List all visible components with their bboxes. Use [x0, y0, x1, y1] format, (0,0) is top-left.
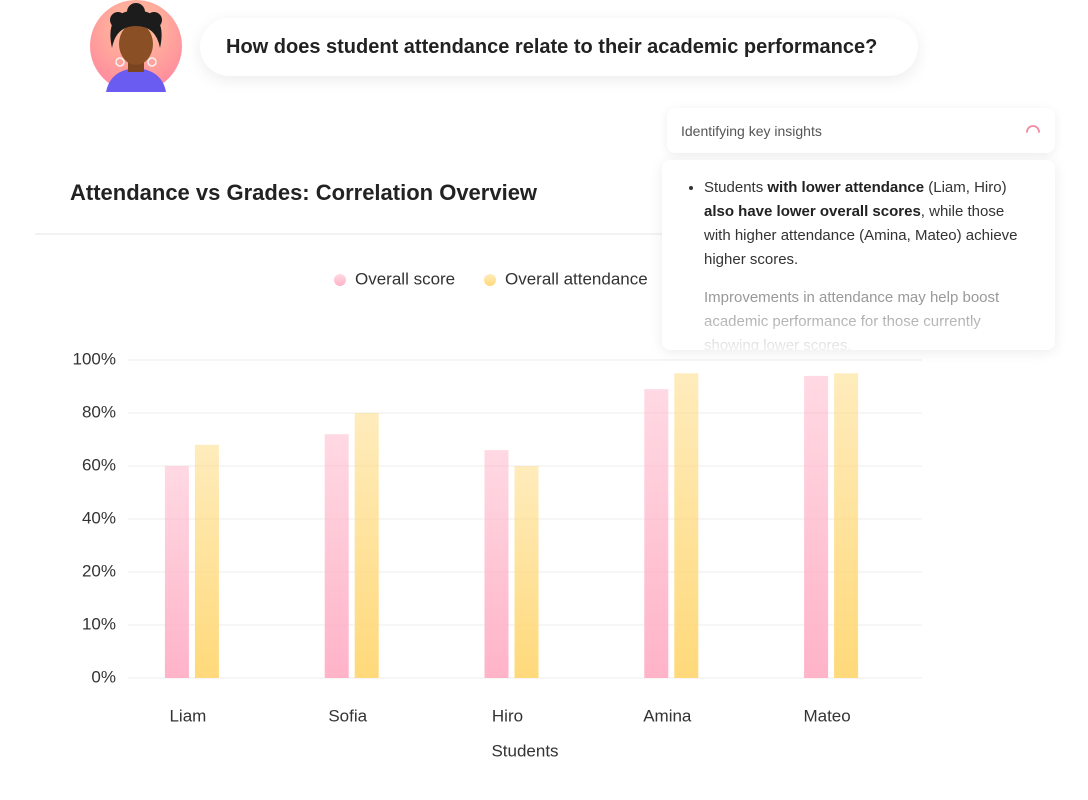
question-bubble: How does student attendance relate to th… [200, 18, 918, 76]
spinner [1026, 125, 1040, 133]
x-tick-label: Liam [169, 706, 206, 725]
x-tick-label: Sofia [328, 706, 367, 725]
y-tick-label: 60% [82, 455, 116, 474]
text: Students [704, 179, 768, 196]
chart-title: Attendance vs Grades: Correlation Overvi… [70, 180, 538, 205]
x-axis-label: Students [491, 741, 558, 760]
x-tick-label: Hiro [492, 706, 523, 725]
bar [514, 466, 539, 678]
bar [804, 375, 829, 678]
y-tick-label: 40% [82, 508, 116, 527]
bar [674, 373, 699, 678]
legend-dot [484, 274, 496, 286]
y-tick-label: 20% [82, 561, 116, 580]
status-card: Identifying key insights [667, 108, 1055, 153]
bar [194, 444, 219, 678]
y-tick-label: 0% [91, 667, 116, 686]
insights-card: Students with lower attendance (Liam, Hi… [662, 160, 1055, 350]
legend-label: Overall attendance [505, 269, 648, 288]
y-tick-label: 80% [82, 402, 116, 421]
status-text: Identifying key insights [681, 122, 822, 139]
bar [644, 389, 669, 678]
legend-label: Overall score [355, 269, 455, 288]
bar [834, 373, 859, 678]
text: also have lower overall scores [704, 203, 921, 220]
x-tick-label: Mateo [803, 706, 850, 725]
insight: Students with lower attendance (Liam, Hi… [704, 176, 1035, 272]
x-tick-label: Amina [643, 706, 692, 725]
text: Improvements in attendance may help boos… [704, 289, 1000, 350]
bar [164, 466, 189, 678]
question: How does student attendance relate to th… [226, 35, 878, 58]
avatar [90, 0, 182, 92]
insight: Improvements in attendance may help boos… [704, 286, 1035, 350]
bar [324, 434, 349, 678]
text: (Liam, Hiro) [924, 179, 1007, 196]
bar [484, 450, 509, 678]
bar [354, 413, 379, 678]
text: , while those with higher attendance (Am… [704, 203, 1018, 268]
insights-list: Students with lower attendance (Liam, Hi… [688, 176, 1035, 350]
text: with lower attendance [767, 179, 925, 196]
legend-dot [334, 274, 346, 286]
y-tick-label: 100% [73, 349, 116, 368]
y-tick-label: 10% [82, 614, 116, 633]
